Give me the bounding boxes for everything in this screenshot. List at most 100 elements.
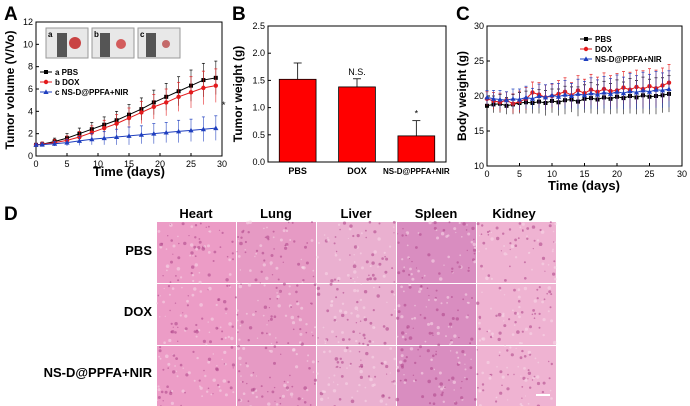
- histology-texture-dot: [428, 294, 430, 297]
- histology-texture-dot: [428, 221, 432, 225]
- panel-letter-b: B: [232, 4, 246, 25]
- histology-texture-dot: [368, 274, 370, 277]
- histology-texture-dot: [164, 390, 168, 394]
- histology-texture-dot: [455, 231, 457, 234]
- histology-texture-dot: [405, 231, 410, 235]
- histology-tile: [477, 346, 556, 406]
- histology-texture-dot: [352, 264, 357, 269]
- panel-c-data-point: [594, 92, 601, 97]
- histology-texture-dot: [292, 348, 296, 352]
- histology-texture-dot: [473, 260, 477, 264]
- histology-texture-dot: [247, 231, 250, 234]
- histology-texture-dot: [260, 270, 263, 273]
- histology-texture-dot: [350, 277, 352, 280]
- histology-texture-dot: [440, 302, 443, 305]
- histology-texture-dot: [290, 306, 293, 308]
- histology-texture-dot: [334, 357, 339, 361]
- histology-texture-dot: [306, 388, 309, 392]
- panel-a-y-tick-label: 0: [28, 151, 33, 161]
- panel-a-series-line: [35, 77, 216, 146]
- panel-a-y-tick-label: 10: [23, 39, 33, 49]
- histology-texture-dot: [193, 379, 196, 382]
- histology-texture-dot: [252, 371, 255, 374]
- histology-texture-dot: [551, 250, 554, 253]
- histology-texture-dot: [331, 300, 334, 303]
- histology-texture-dot: [390, 313, 393, 317]
- histology-texture-dot: [356, 300, 359, 304]
- histology-texture-dot: [261, 395, 264, 398]
- histology-texture-dot: [270, 254, 274, 257]
- histology-texture-dot: [341, 313, 345, 318]
- histology-texture-dot: [360, 359, 362, 361]
- histology-texture-dot: [519, 356, 523, 360]
- histology-texture-dot: [167, 235, 169, 237]
- histology-texture-dot: [541, 300, 544, 304]
- histology-texture-dot: [296, 300, 299, 303]
- histology-texture-dot: [516, 330, 520, 334]
- histology-texture-dot: [469, 342, 472, 345]
- histology-texture-dot: [337, 276, 341, 281]
- histology-texture-dot: [288, 285, 291, 288]
- histology-texture-dot: [478, 339, 482, 342]
- histology-texture-dot: [371, 253, 375, 257]
- histology-texture-dot: [420, 371, 424, 375]
- histology-texture-dot: [332, 389, 337, 393]
- histology-texture-dot: [537, 361, 540, 364]
- histology-texture-dot: [203, 369, 205, 372]
- histology-texture-dot: [408, 336, 413, 340]
- histology-texture-dot: [419, 314, 422, 316]
- histology-texture-dot: [228, 285, 231, 287]
- histology-texture-dot: [548, 360, 550, 363]
- histology-texture-dot: [447, 234, 450, 237]
- histology-texture-dot: [549, 221, 552, 224]
- histology-texture-dot: [183, 241, 187, 246]
- histology-texture-dot: [345, 382, 348, 386]
- histology-texture-dot: [329, 282, 333, 286]
- histology-texture-dot: [481, 383, 485, 386]
- histology-texture-dot: [496, 396, 498, 398]
- histology-texture-dot: [514, 311, 517, 315]
- histology-texture-dot: [507, 373, 509, 376]
- histology-texture-dot: [403, 381, 407, 384]
- histology-texture-dot: [365, 229, 367, 232]
- histology-texture-dot: [393, 357, 397, 361]
- histology-texture-dot: [205, 343, 208, 346]
- histology-texture-dot: [201, 247, 206, 251]
- histology-texture-dot: [160, 390, 164, 394]
- inset-tumor-c: [162, 40, 170, 48]
- histology-texture-dot: [514, 244, 518, 247]
- histology-texture-dot: [383, 251, 386, 254]
- panel-c-legend-marker: [583, 46, 589, 52]
- histology-texture-dot: [163, 341, 166, 345]
- histology-texture-dot: [301, 266, 305, 269]
- histology-texture-dot: [193, 245, 197, 249]
- histology-texture-dot: [249, 269, 252, 272]
- histology-texture-dot: [334, 236, 337, 238]
- histology-texture-dot: [331, 330, 334, 334]
- panel-c-legend-label: PBS: [595, 35, 612, 44]
- histology-texture-dot: [341, 361, 344, 364]
- histology-texture-dot: [433, 368, 436, 371]
- histology-texture-dot: [427, 299, 430, 301]
- histology-texture-dot: [360, 232, 363, 235]
- panel-a-tumor-volume-chart: Tumor volume (V/Vo) Time (days) a b c * …: [3, 17, 227, 179]
- panel-c-y-tick-label: 30: [474, 21, 484, 31]
- panel-a-legend-label: c NS-D@PPFA+NIR: [55, 88, 129, 97]
- histology-texture-dot: [321, 390, 325, 394]
- histology-texture-dot: [241, 230, 244, 234]
- histology-texture-dot: [193, 287, 197, 291]
- histology-texture-dot: [215, 326, 219, 330]
- histology-texture-dot: [179, 314, 182, 317]
- histology-texture-dot: [348, 227, 352, 231]
- histology-texture-dot: [503, 245, 506, 247]
- histology-texture-dot: [206, 390, 209, 393]
- histology-texture-dot: [225, 278, 229, 282]
- panel-a-legend-marker: [43, 79, 49, 85]
- histology-texture-dot: [264, 236, 267, 239]
- histology-texture-dot: [500, 250, 502, 252]
- histology-row-pbs: PBS: [125, 243, 152, 258]
- histology-texture-dot: [252, 313, 255, 316]
- histology-texture-dot: [386, 301, 388, 304]
- histology-texture-dot: [157, 396, 161, 399]
- histology-texture-dot: [396, 316, 400, 320]
